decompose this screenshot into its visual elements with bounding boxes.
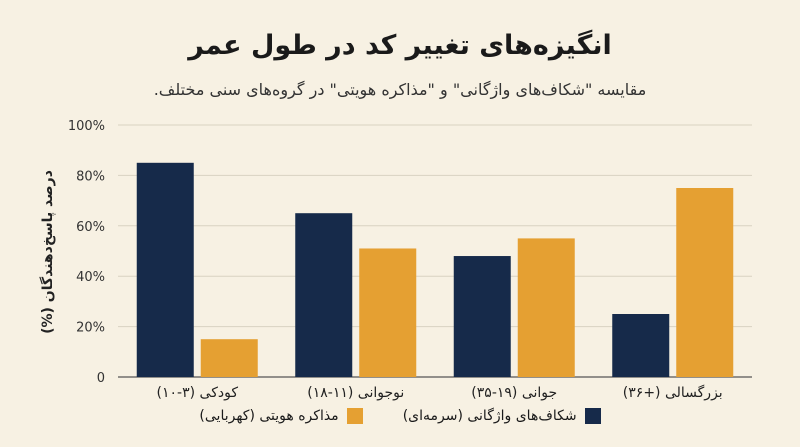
y-tick-label: 80% (76, 169, 105, 184)
y-tick-label: 20% (76, 321, 105, 336)
category-label: کودکی (۳-۱۰) (157, 385, 239, 401)
legend-item-lexical-gaps: شکاف‌های واژگانی (سرمه‌ای) (403, 408, 601, 424)
bar-lexical-gaps (453, 256, 511, 377)
y-tick-label: 0 (97, 371, 105, 386)
category-labels: کودکی (۳-۱۰) نوجوانی (۱۱-۱۸) جوانی (۱۹-۳۵)… (157, 384, 723, 401)
y-tick-label: 60% (76, 220, 105, 235)
y-tick-label: 40% (76, 270, 105, 285)
category-label: جوانی (۱۹-۳۵) (471, 385, 557, 401)
legend-label-identity-negotiation: مذاکره هویتی (کهربایی) (199, 408, 339, 424)
category-label: نوجوانی (۱۱-۱۸) (307, 385, 404, 401)
chart-title: انگیزه‌های تغییر کد در طول عمر (188, 30, 612, 61)
bar-lexical-gaps (136, 162, 194, 377)
legend-swatch-navy (584, 408, 601, 424)
legend: شکاف‌های واژگانی (سرمه‌ای) مذاکره هویتی … (0, 408, 800, 424)
chart-subtitle: مقایسه "شکاف‌های واژگانی" و "مذاکره هویت… (153, 80, 647, 99)
bar-identity-negotiation (359, 248, 417, 377)
bar-identity-negotiation (200, 339, 258, 377)
category-label: بزرگسالی (+۳۶) (623, 384, 723, 401)
bars (136, 162, 734, 377)
legend-swatch-amber (346, 408, 363, 424)
y-tick-label: 100% (68, 119, 105, 134)
bar-identity-negotiation (517, 238, 575, 377)
y-tick-labels: 0 20% 40% 60% 80% 100% (68, 119, 105, 386)
legend-label-lexical-gaps: شکاف‌های واژگانی (سرمه‌ای) (402, 408, 577, 424)
bar-lexical-gaps (612, 314, 670, 377)
legend-item-identity-negotiation: مذاکره هویتی (کهربایی) (199, 408, 363, 424)
bar-identity-negotiation (676, 188, 734, 377)
y-axis-label: درصد پاسخ‌دهندگان (%) (39, 170, 56, 334)
bar-lexical-gaps (295, 213, 353, 377)
